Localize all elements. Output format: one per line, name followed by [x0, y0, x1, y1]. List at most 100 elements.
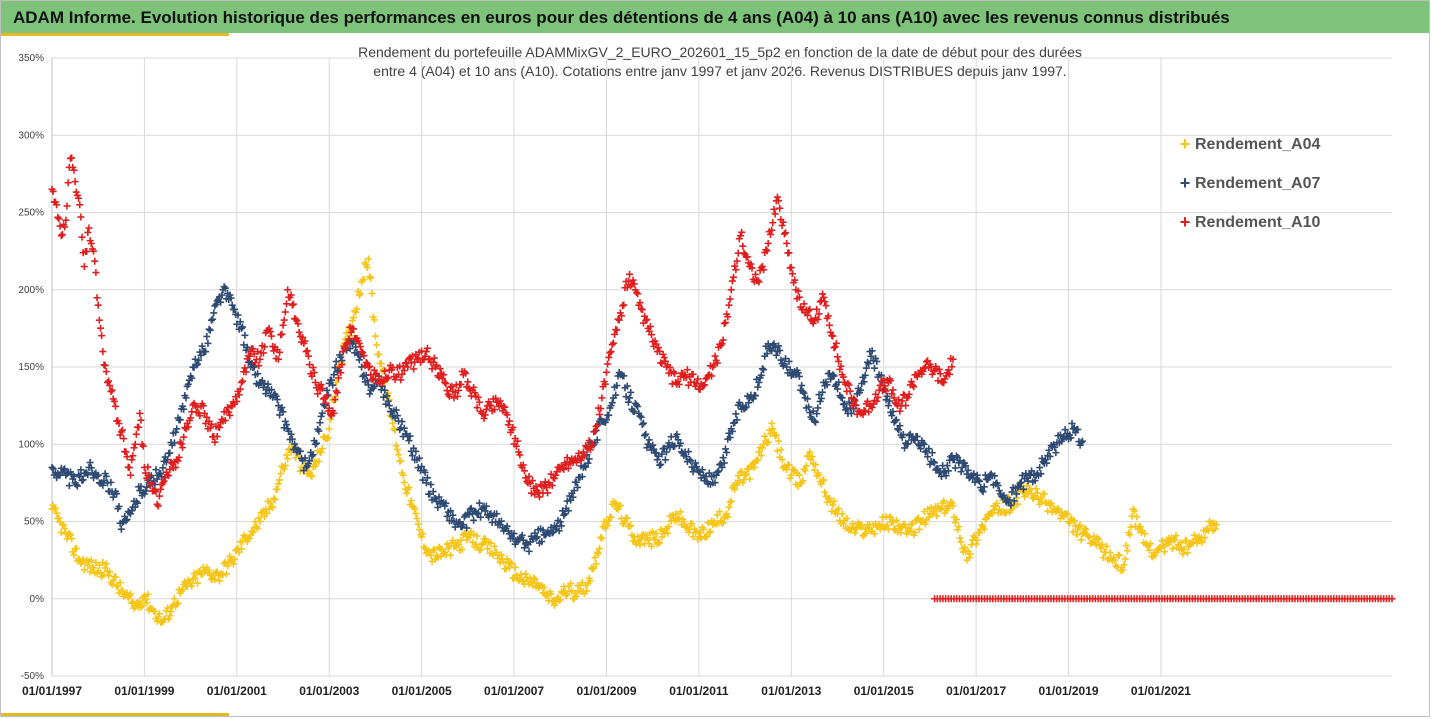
- data-point-rendement-a04: [769, 425, 777, 433]
- data-point-rendement-a10: [587, 443, 595, 451]
- data-point-rendement-a04: [1076, 521, 1084, 529]
- data-point-rendement-a04: [973, 536, 981, 544]
- data-point-rendement-a04: [477, 546, 485, 554]
- data-point-rendement-a10: [418, 347, 426, 355]
- data-point-rendement-a07: [475, 499, 483, 507]
- data-point-rendement-a07: [429, 488, 437, 496]
- data-point-rendement-a04: [144, 590, 152, 598]
- data-point-rendement-a10: [71, 178, 79, 186]
- data-point-rendement-a04: [633, 540, 641, 548]
- x-tick-label: 01/01/2003: [299, 684, 359, 698]
- data-point-rendement-a10: [433, 361, 441, 369]
- data-point-rendement-a07: [557, 522, 565, 530]
- data-point-rendement-a07: [715, 467, 723, 475]
- data-point-rendement-a07: [448, 517, 456, 525]
- data-point-rendement-a10: [607, 348, 615, 356]
- data-point-rendement-a07: [706, 480, 714, 488]
- data-point-rendement-a04: [776, 453, 784, 461]
- data-point-rendement-a07: [803, 395, 811, 403]
- data-point-rendement-a04: [55, 514, 63, 522]
- data-point-rendement-a07: [813, 410, 821, 418]
- data-point-rendement-a10: [127, 471, 135, 479]
- data-point-rendement-a07: [323, 386, 331, 394]
- data-point-rendement-a10: [373, 370, 381, 378]
- data-point-rendement-a07: [663, 448, 671, 456]
- data-point-rendement-a07: [221, 284, 229, 292]
- data-point-rendement-a04: [370, 316, 378, 324]
- data-point-rendement-a10: [591, 427, 599, 435]
- data-point-rendement-a10: [613, 326, 621, 334]
- data-point-rendement-a04: [1095, 535, 1103, 543]
- data-point-rendement-a10: [936, 370, 944, 378]
- data-point-rendement-a04: [385, 396, 393, 404]
- data-point-rendement-a04: [53, 509, 61, 517]
- data-point-rendement-a04: [786, 474, 794, 482]
- data-point-rendement-a10: [272, 355, 280, 363]
- data-point-rendement-a10: [287, 291, 295, 299]
- data-point-rendement-a04: [315, 457, 323, 465]
- data-point-rendement-a04: [1054, 505, 1062, 513]
- data-point-rendement-a04: [68, 535, 76, 543]
- data-point-rendement-a04: [988, 510, 996, 518]
- data-point-rendement-a10: [577, 456, 585, 464]
- data-point-rendement-a04: [685, 528, 692, 536]
- data-point-rendement-a04: [1170, 535, 1178, 543]
- data-point-rendement-a10: [177, 440, 185, 448]
- data-point-rendement-a10: [509, 423, 517, 431]
- data-point-rendement-a10: [505, 417, 513, 425]
- data-point-rendement-a07: [203, 332, 211, 340]
- data-point-rendement-a07: [891, 417, 899, 425]
- data-point-rendement-a07: [620, 372, 628, 380]
- data-point-rendement-a07: [309, 451, 317, 459]
- data-point-rendement-a10: [259, 349, 267, 357]
- data-point-rendement-a07: [745, 399, 753, 407]
- data-point-rendement-a07: [442, 499, 450, 507]
- data-point-rendement-a10: [196, 412, 204, 420]
- data-point-rendement-a04: [656, 539, 664, 547]
- data-point-rendement-a10: [98, 332, 106, 340]
- data-point-rendement-a04: [957, 538, 965, 546]
- data-point-rendement-a04: [179, 585, 187, 593]
- data-point-rendement-a10: [682, 374, 690, 382]
- data-point-rendement-a04: [84, 562, 92, 570]
- data-point-rendement-a07: [685, 448, 692, 456]
- data-point-rendement-a04: [972, 540, 980, 548]
- data-point-rendement-a10: [207, 420, 215, 428]
- data-point-rendement-a10: [435, 373, 443, 381]
- data-point-rendement-a07: [637, 413, 645, 421]
- data-point-rendement-a07: [128, 507, 136, 515]
- data-point-rendement-a10: [475, 398, 483, 406]
- data-point-rendement-a04: [434, 553, 442, 561]
- data-point-rendement-a07: [481, 507, 489, 515]
- data-point-rendement-a07: [720, 459, 728, 467]
- data-point-rendement-a10: [770, 205, 778, 213]
- data-point-rendement-a04: [222, 570, 230, 578]
- data-point-rendement-a04: [746, 475, 754, 483]
- data-point-rendement-a07: [383, 392, 391, 400]
- data-point-rendement-a04: [951, 519, 959, 527]
- data-point-rendement-a10: [516, 451, 524, 459]
- data-point-rendement-a07: [1031, 477, 1039, 485]
- data-point-rendement-a04: [870, 530, 878, 538]
- data-point-rendement-a07: [979, 488, 987, 496]
- data-point-rendement-a04: [1159, 542, 1167, 550]
- data-point-rendement-a10: [280, 316, 288, 324]
- data-point-rendement-a10: [708, 372, 716, 380]
- data-point-rendement-a04: [473, 532, 481, 540]
- data-point-rendement-a07: [408, 452, 416, 460]
- data-point-rendement-a04: [371, 332, 379, 340]
- data-point-rendement-a04: [1126, 531, 1134, 539]
- data-point-rendement-a10: [720, 319, 728, 327]
- data-point-rendement-a04: [138, 601, 146, 609]
- data-point-rendement-a07: [970, 470, 978, 478]
- data-point-rendement-a04: [702, 533, 710, 541]
- data-point-rendement-a10: [91, 257, 99, 265]
- data-point-rendement-a10: [907, 378, 915, 386]
- data-point-rendement-a10: [453, 392, 461, 400]
- data-point-rendement-a10: [794, 287, 802, 295]
- data-point-rendement-a10: [360, 352, 368, 360]
- legend-item-a10: + Rendement_A10: [1175, 203, 1321, 242]
- data-point-rendement-a10: [135, 423, 143, 431]
- data-point-rendement-a07: [1020, 485, 1027, 493]
- data-point-rendement-a10: [660, 354, 668, 362]
